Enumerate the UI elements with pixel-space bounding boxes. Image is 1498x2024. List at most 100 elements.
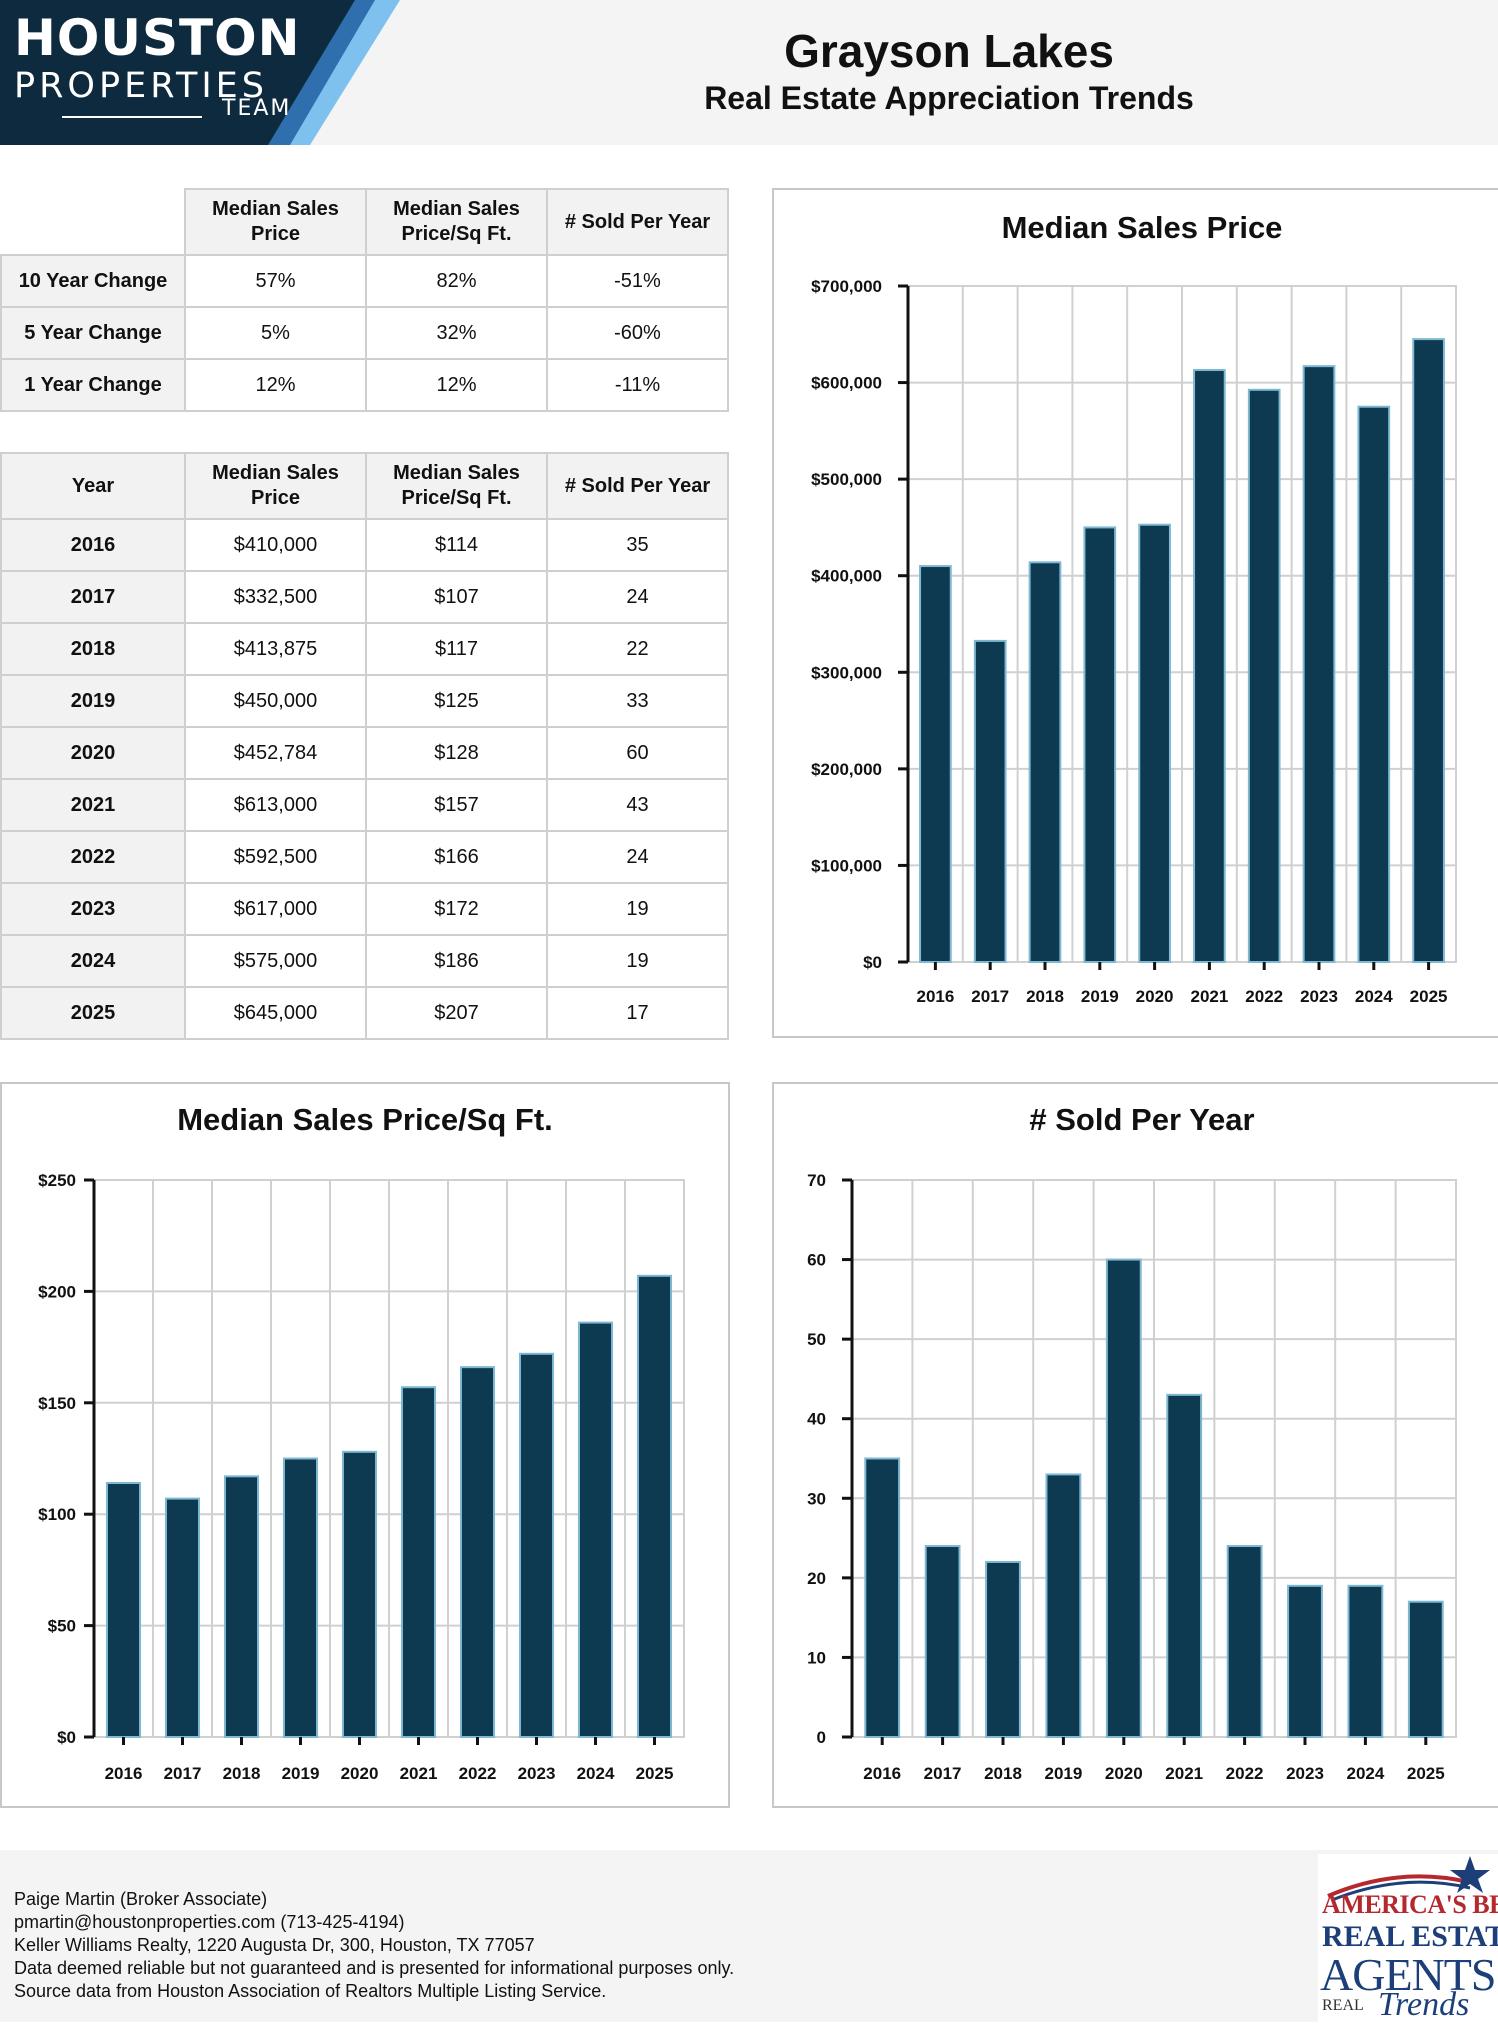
bar-2017 (973, 639, 1007, 963)
cell-sold: 24 (546, 570, 729, 624)
bar-2018 (223, 1475, 260, 1738)
x-tick-label: 2024 (1346, 1764, 1384, 1783)
y-tick-label: 20 (807, 1569, 826, 1588)
blank-cell (1, 189, 185, 255)
row-year: 2023 (0, 882, 186, 936)
cell-price: 57% (184, 254, 367, 308)
row-year: 2019 (0, 674, 186, 728)
agent-address: Keller Williams Realty, 1220 Augusta Dr,… (14, 1935, 535, 1955)
cell-ppsf: 12% (365, 358, 548, 412)
bar-2023 (518, 1352, 555, 1738)
x-tick-label: 2022 (1245, 987, 1283, 1006)
bar-2022 (1226, 1545, 1263, 1738)
y-tick-label: $0 (863, 953, 882, 972)
bar-2025 (1407, 1600, 1444, 1738)
row-year: 2017 (0, 570, 186, 624)
cell-ppsf: 82% (365, 254, 548, 308)
chart-panel-price-per-sqft: Median Sales Price/Sq Ft. $0 $50 $100 $150 $… (0, 1082, 730, 1808)
y-tick-label: $200,000 (811, 760, 882, 779)
chart-title: # Sold Per Year (1029, 1102, 1255, 1137)
y-tick-label: $200 (38, 1282, 76, 1301)
year-table: Year Median Sales Price Median Sales Pri… (0, 452, 729, 1040)
cell-price: $450,000 (184, 674, 367, 728)
price-per-sqft-chart: $0 $50 $100 $150 $200 $250 2016 2017 2018 2019 202… (38, 1171, 685, 1783)
bar-2017 (164, 1497, 201, 1738)
logo-rule (62, 116, 202, 118)
x-tick-label: 2024 (577, 1764, 615, 1783)
table-row: 2024 $575,000 $186 19 (0, 934, 729, 988)
cell-sold: -60% (546, 306, 729, 360)
bar-2019 (282, 1457, 319, 1738)
bar-2022 (1247, 388, 1281, 964)
bar-2016 (864, 1457, 901, 1738)
cell-price: $452,784 (184, 726, 367, 780)
badge-line2: REAL ESTATE (1322, 1920, 1498, 1953)
x-tick-label: 2019 (1081, 987, 1119, 1006)
sold-per-year-chart: 0 10 20 30 40 50 60 70 2016 2017 2018 2019 2020 2021 2… (807, 1171, 1457, 1783)
bar-2024 (1347, 1584, 1384, 1739)
cell-ppsf: $186 (365, 934, 548, 988)
col-header-year: Year (0, 452, 186, 520)
x-tick-label: 2024 (1355, 987, 1393, 1006)
badge-line5: Trends (1378, 1986, 1470, 2023)
cell-ppsf: $114 (365, 518, 548, 572)
y-tick-label: $0 (57, 1728, 76, 1747)
cell-price: $332,500 (184, 570, 367, 624)
cell-price: 12% (184, 358, 367, 412)
bar-2018 (1028, 561, 1062, 963)
page-footer: Paige Martin (Broker Associate) pmartin@… (0, 1850, 1498, 2022)
cell-price: $410,000 (184, 518, 367, 572)
bar-2023 (1302, 365, 1336, 963)
cell-ppsf: $117 (365, 622, 548, 676)
chart-title: Median Sales Price (1001, 210, 1283, 245)
bar-2019 (1083, 526, 1117, 963)
table-row: 2016 $410,000 $114 35 (0, 518, 729, 572)
cell-price: $413,875 (184, 622, 367, 676)
agent-contact: pmartin@houstonproperties.com (713-425-4… (14, 1912, 405, 1932)
y-tick-label: 10 (807, 1648, 826, 1667)
cell-sold: 60 (546, 726, 729, 780)
table-row: 2025 $645,000 $207 17 (0, 986, 729, 1040)
table-row: 10 Year Change 57% 82% -51% (0, 254, 729, 308)
chart-panel-median-price: Median Sales Price $0 $100,000 $200,000 $30… (772, 188, 1498, 1038)
x-tick-label: 2023 (1300, 987, 1338, 1006)
cell-sold: 17 (546, 986, 729, 1040)
cell-price: $592,500 (184, 830, 367, 884)
bar-2018 (985, 1560, 1021, 1739)
bar-2024 (1357, 405, 1391, 963)
disclaimer: Data deemed reliable but not guaranteed … (14, 1958, 735, 1978)
year-table-body: 2016 $410,000 $114 35 2017 $332,500 $107 24 2018… (0, 518, 729, 1040)
year-table-header: Year Median Sales Price Median Sales Pri… (0, 452, 729, 520)
y-tick-label: $100,000 (811, 856, 882, 875)
badge-line3: AGENTS (1320, 1949, 1496, 2000)
logo-line2: PROPERTIES (14, 66, 268, 106)
x-tick-label: 2020 (341, 1764, 379, 1783)
chart-panel-sold-per-year: # Sold Per Year 0 10 20 30 40 50 60 70 2016 2017 2… (772, 1082, 1498, 1808)
cell-sold: 35 (546, 518, 729, 572)
x-tick-label: 2022 (1226, 1764, 1264, 1783)
bar-2021 (1166, 1393, 1203, 1738)
y-tick-label: $100 (38, 1505, 76, 1524)
logo-line3: TEAM (222, 96, 292, 121)
col-header-price: Median Sales Price (184, 452, 367, 520)
x-tick-label: 2021 (400, 1764, 438, 1783)
bar-2025 (1412, 338, 1445, 964)
logo-text: HOUSTON PROPERTIES (14, 10, 300, 106)
table-row: 1 Year Change 12% 12% -11% (0, 358, 729, 412)
table-row: 2021 $613,000 $157 43 (0, 778, 729, 832)
y-tick-label: 60 (807, 1251, 826, 1270)
x-tick-label: 2016 (863, 1764, 901, 1783)
table-row: 2023 $617,000 $172 19 (0, 882, 729, 936)
cell-sold: 33 (546, 674, 729, 728)
x-tick-label: 2025 (636, 1764, 674, 1783)
y-tick-label: $250 (38, 1171, 76, 1190)
badge-line1: AMERICA'S BEST (1322, 1890, 1498, 1919)
bar-2021 (400, 1386, 437, 1738)
x-tick-label: 2021 (1165, 1764, 1203, 1783)
x-tick-label: 2018 (223, 1764, 261, 1783)
row-label: 1 Year Change (0, 358, 186, 412)
bar-2016 (919, 565, 952, 963)
bar-2020 (1105, 1258, 1142, 1738)
row-year: 2025 (0, 986, 186, 1040)
table-row: 2017 $332,500 $107 24 (0, 570, 729, 624)
